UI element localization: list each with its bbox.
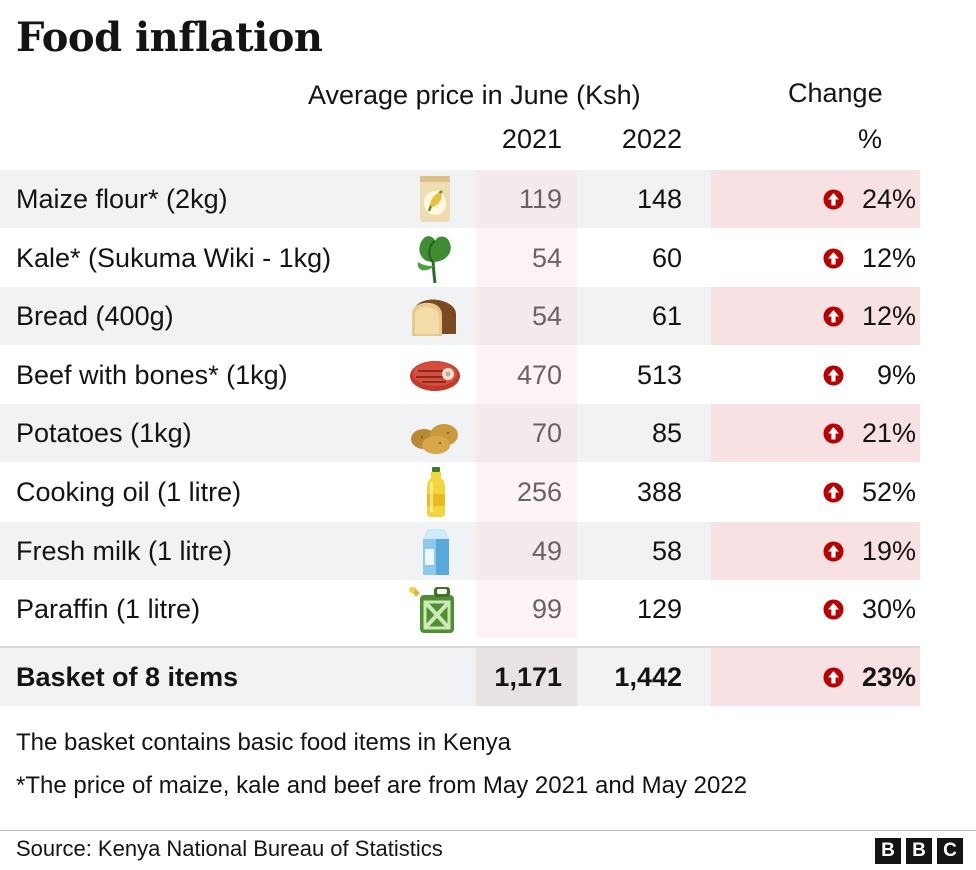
arrow-up-icon bbox=[823, 599, 844, 620]
arrow-up-icon bbox=[823, 423, 844, 444]
change-cell-shade bbox=[711, 404, 920, 463]
value-2022: 60 bbox=[651, 242, 682, 273]
bbc-logo-letter: C bbox=[937, 838, 963, 864]
value-2022: 85 bbox=[651, 418, 682, 449]
row-label: Kale* (Sukuma Wiki - 1kg) bbox=[16, 242, 332, 273]
value-2021: 99 bbox=[531, 594, 562, 625]
total-label: Basket of 8 items bbox=[16, 662, 239, 692]
jerrycan-icon bbox=[409, 587, 454, 634]
year-2022-header: 2022 bbox=[621, 124, 682, 154]
arrow-up-icon bbox=[823, 482, 844, 503]
arrow-up-icon bbox=[823, 248, 844, 269]
value-2022: 61 bbox=[651, 301, 682, 332]
table-row: Paraffin (1 litre) 99 129 30% bbox=[0, 580, 920, 638]
beef-icon bbox=[410, 360, 460, 391]
change-value: 9% bbox=[876, 359, 916, 390]
total-change-shade bbox=[711, 648, 920, 706]
source-text: Source: Kenya National Bureau of Statist… bbox=[16, 836, 443, 861]
change-value: 52% bbox=[861, 477, 916, 507]
row-label: Beef with bones* (1kg) bbox=[16, 359, 288, 390]
bbc-logo-letter: B bbox=[906, 838, 932, 864]
arrow-up-icon bbox=[823, 541, 844, 562]
value-2021: 54 bbox=[531, 242, 562, 273]
arrow-up-icon bbox=[823, 365, 844, 386]
column-2021-shade bbox=[476, 170, 577, 638]
table-row: Cooking oil (1 litre) 256 388 52% bbox=[0, 463, 920, 521]
chart-title: Food inflation bbox=[16, 14, 323, 61]
table-row: Kale* (Sukuma Wiki - 1kg) 54 60 12% bbox=[0, 229, 920, 287]
change-value: 12% bbox=[861, 301, 916, 332]
avg-price-header: Average price in June (Ksh) bbox=[308, 80, 641, 110]
total-divider bbox=[0, 646, 920, 648]
row-label: Potatoes (1kg) bbox=[16, 418, 192, 449]
total-value-2021: 1,171 bbox=[494, 662, 562, 692]
change-header: Change bbox=[788, 78, 883, 108]
value-2022: 148 bbox=[636, 184, 682, 214]
arrow-up-icon bbox=[823, 667, 844, 688]
row-label: Bread (400g) bbox=[16, 301, 174, 332]
value-2021: 49 bbox=[531, 535, 562, 566]
value-2021: 70 bbox=[531, 418, 562, 449]
change-value: 30% bbox=[861, 594, 916, 625]
arrow-up-icon bbox=[823, 189, 844, 210]
table-row: Bread (400g) 54 61 12% bbox=[0, 287, 920, 346]
total-value-2022: 1,442 bbox=[614, 662, 682, 692]
value-2022: 58 bbox=[651, 535, 682, 566]
table-row: Beef with bones* (1kg) 470 513 9% bbox=[0, 346, 920, 404]
bbc-logo: B B C bbox=[875, 838, 963, 864]
percent-header: % bbox=[858, 124, 883, 154]
change-value: 24% bbox=[861, 184, 916, 214]
change-value: 19% bbox=[861, 535, 916, 566]
potatoes-icon bbox=[411, 424, 458, 455]
value-2021: 119 bbox=[518, 184, 562, 214]
value-2021: 54 bbox=[531, 301, 562, 332]
kale-icon bbox=[417, 235, 451, 283]
bbc-logo-letter: B bbox=[875, 838, 901, 864]
year-2021-header: 2021 bbox=[501, 124, 562, 154]
row-label: Fresh milk (1 litre) bbox=[16, 535, 233, 566]
change-cell-shade bbox=[711, 287, 920, 346]
row-label: Cooking oil (1 litre) bbox=[16, 477, 242, 507]
change-value: 21% bbox=[861, 418, 916, 449]
value-2022: 388 bbox=[636, 477, 682, 507]
bread-icon bbox=[412, 299, 456, 337]
milk-carton-icon bbox=[423, 528, 449, 575]
row-label: Paraffin (1 litre) bbox=[16, 594, 201, 625]
total-2021-shade bbox=[476, 648, 577, 706]
value-2022: 513 bbox=[636, 359, 682, 390]
arrow-up-icon bbox=[823, 306, 844, 327]
value-2022: 129 bbox=[636, 594, 682, 625]
total-row: Basket of 8 items 1,171 1,442 23% bbox=[0, 648, 920, 706]
cooking-oil-icon bbox=[427, 467, 445, 517]
change-value: 12% bbox=[861, 242, 916, 273]
footnote-basket: The basket contains basic food items in … bbox=[16, 729, 511, 756]
change-cell-shade bbox=[711, 170, 920, 228]
table-row: Fresh milk (1 litre) 49 58 19% bbox=[0, 521, 920, 580]
table-row: Maize flour* (2kg) 119 148 24% bbox=[0, 170, 920, 228]
change-cell-shade bbox=[711, 521, 920, 580]
row-label: Maize flour* (2kg) bbox=[16, 184, 228, 214]
footer-divider bbox=[0, 830, 976, 831]
maize-flour-icon bbox=[420, 176, 450, 222]
value-2021: 470 bbox=[516, 359, 562, 390]
total-change-value: 23% bbox=[861, 662, 916, 692]
value-2021: 256 bbox=[516, 477, 562, 507]
table-row: Potatoes (1kg) 70 85 21% bbox=[0, 404, 920, 463]
footnote-dates: *The price of maize, kale and beef are f… bbox=[16, 772, 748, 799]
